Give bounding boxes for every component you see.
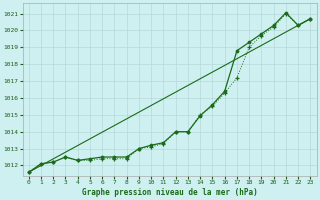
X-axis label: Graphe pression niveau de la mer (hPa): Graphe pression niveau de la mer (hPa): [82, 188, 258, 197]
